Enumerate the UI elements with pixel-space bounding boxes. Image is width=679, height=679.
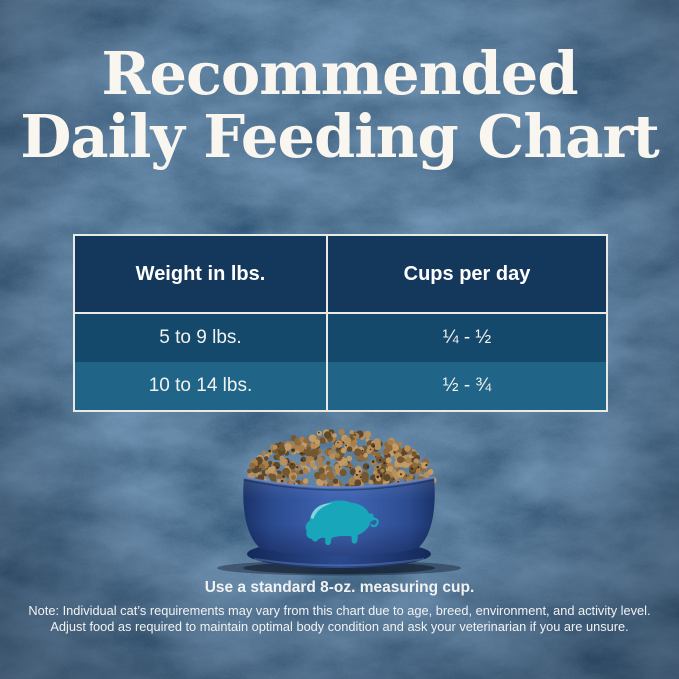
measuring-cup-caption: Use a standard 8-oz. measuring cup. xyxy=(204,579,475,596)
feeding-table: Weight in lbs. Cups per day 5 to 9 lbs. … xyxy=(73,234,608,412)
page-title: Recommended Daily Feeding Chart xyxy=(0,42,679,168)
title-line-2: Daily Feeding Chart xyxy=(20,102,660,172)
table-cell-cups-row1: ¼ - ½ xyxy=(328,314,606,362)
bowl-illustration xyxy=(214,418,464,583)
column-header-cups: Cups per day xyxy=(328,236,606,314)
footnote-line-2: Adjust food as required to maintain opti… xyxy=(50,618,629,634)
kibble-mound xyxy=(247,428,437,491)
table-cell-weight-row2: 10 to 14 lbs. xyxy=(75,362,328,410)
footnote: Note: Individual cat’s requirements may … xyxy=(0,603,679,634)
bowl-rim xyxy=(243,476,435,489)
table-cell-cups-row2: ½ - ¾ xyxy=(328,362,606,410)
footnote-line-1: Note: Individual cat’s requirements may … xyxy=(28,603,651,618)
table-cell-weight-row1: 5 to 9 lbs. xyxy=(75,314,328,362)
bison-logo-icon xyxy=(305,500,379,546)
column-header-weight: Weight in lbs. xyxy=(75,236,328,314)
title-line-1: Recommended xyxy=(101,39,578,108)
